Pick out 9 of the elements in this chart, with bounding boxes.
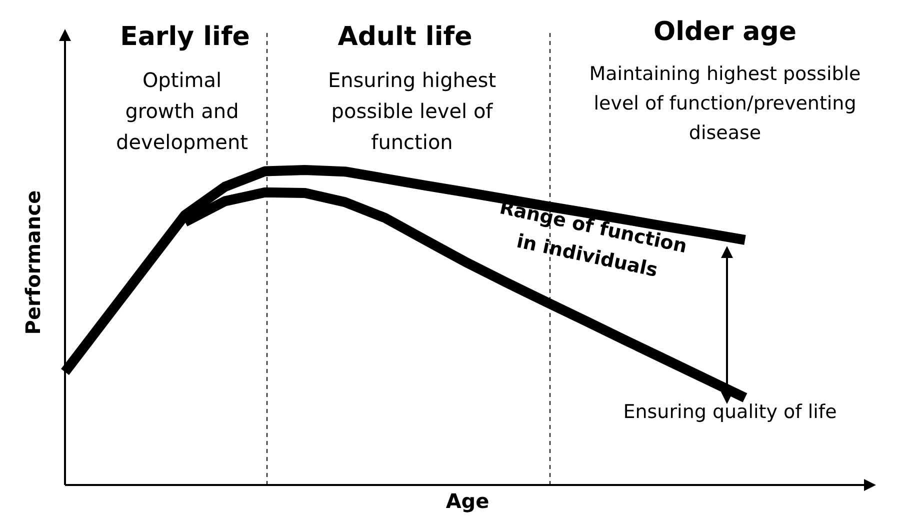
- text: Optimal growth and development: [116, 68, 248, 154]
- y-axis-title: Performance: [21, 190, 45, 335]
- text: Ensuring highest possible level of function: [328, 68, 496, 154]
- x-axis-title: Age: [446, 489, 490, 513]
- text: Maintaining highest possible level of function/preventing disease: [589, 63, 861, 144]
- annotation: Ensuring quality of life: [623, 401, 837, 423]
- text: Early life: [120, 22, 250, 52]
- text: Older age: [654, 17, 796, 47]
- text: Adult life: [338, 22, 472, 52]
